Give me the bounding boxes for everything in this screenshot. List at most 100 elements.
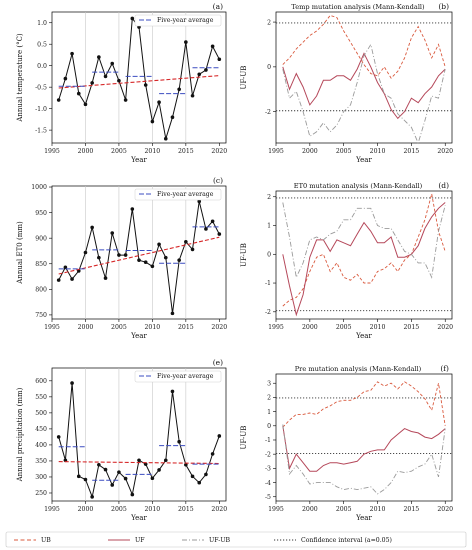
observed-point xyxy=(63,76,68,81)
y-tick-label: 1.0 xyxy=(37,20,47,27)
observed-point xyxy=(170,115,175,120)
y-axis-label: UF-UB xyxy=(240,426,248,450)
y-tick-label: 400 xyxy=(35,442,47,449)
x-tick-label: 2015 xyxy=(404,324,420,331)
observed-point xyxy=(217,232,222,236)
y-tick-label: -1 xyxy=(265,437,271,444)
panel-label: (b) xyxy=(438,2,449,11)
y-tick-label: 350 xyxy=(35,458,47,465)
x-tick-label: 2015 xyxy=(404,506,420,513)
x-tick-label: 1995 xyxy=(268,506,284,513)
ub-series-line xyxy=(282,193,446,307)
y-tick-label: 850 xyxy=(35,261,47,268)
y-tick-label: 1 xyxy=(267,409,271,416)
observed-point xyxy=(204,227,208,231)
uf-series-line xyxy=(282,425,446,472)
y-tick-label: 0.5 xyxy=(37,41,47,48)
plot-frame xyxy=(51,185,227,320)
observed-point xyxy=(177,258,181,262)
observed-point xyxy=(204,68,208,72)
observed-point xyxy=(184,40,188,44)
trend-line xyxy=(58,461,220,465)
observed-point xyxy=(210,452,215,456)
observed-point xyxy=(83,477,88,482)
observed-point xyxy=(143,260,148,265)
x-tick-label: 2010 xyxy=(145,324,161,331)
x-axis-label: Year xyxy=(130,156,147,164)
panel-b: 1995 2000 2005 2010 2015 2020 -2 0 2 Year UF-UB Tem… xyxy=(240,2,453,164)
plot-frame xyxy=(51,367,227,502)
trend-line xyxy=(58,75,220,89)
x-tick-label: 2020 xyxy=(211,324,227,331)
observed-point xyxy=(90,81,94,85)
y-tick-label: -2 xyxy=(265,109,271,116)
y-tick-label: -2 xyxy=(265,451,271,458)
observed-point xyxy=(157,468,161,472)
y-axis-label: Annual ET0 (mm) xyxy=(16,221,24,285)
observed-point xyxy=(97,255,101,260)
x-axis-label: Year xyxy=(355,514,372,522)
observed-point xyxy=(150,119,155,124)
y-tick-label: -1 xyxy=(265,280,271,287)
y-tick-label: 3 xyxy=(267,380,271,387)
x-tick-label: 2010 xyxy=(145,506,161,513)
x-axis-label: Year xyxy=(130,332,147,340)
observed-point xyxy=(163,458,168,463)
observed-point xyxy=(56,98,61,102)
observed-point xyxy=(157,242,161,247)
x-axis-label: Year xyxy=(130,514,147,522)
x-tick-label: 2010 xyxy=(370,324,386,331)
observed-point xyxy=(117,253,121,257)
chart-title: ET0 mutation analysis (Mann-Kendall) xyxy=(294,182,423,190)
observed-point xyxy=(217,434,222,438)
observed-point xyxy=(103,74,108,79)
panel-label: (e) xyxy=(213,358,223,367)
legend-label: UF-UB xyxy=(209,537,231,544)
panel-c: 1995 2000 2005 2010 2015 2020 750 800 850 900 950 1… xyxy=(16,176,227,340)
observed-point xyxy=(137,458,141,463)
observed-point xyxy=(163,255,168,260)
panel-label: (c) xyxy=(213,176,223,185)
legend-label: Confidence interval (a=0.05) xyxy=(301,537,392,544)
x-tick-label: 2020 xyxy=(437,324,453,331)
observed-point xyxy=(70,381,74,385)
observed-point xyxy=(83,102,88,107)
y-tick-label: 0.0 xyxy=(37,63,47,70)
plot-frame xyxy=(275,373,453,502)
ufub-series-line xyxy=(282,43,446,145)
x-tick-label: 2020 xyxy=(211,506,227,513)
panel-d: 1995 2000 2005 2010 2015 2020 -2 -1 0 1 2 Year UF-UB… xyxy=(240,181,453,340)
y-axis-label: UF-UB xyxy=(240,243,248,267)
observed-point xyxy=(97,462,101,467)
observed-point xyxy=(110,483,115,487)
x-tick-label: 2010 xyxy=(370,506,386,513)
legend-box xyxy=(134,188,222,201)
figure: 1995 2000 2005 2010 2015 2020-1.5-1.0-0.50.00… xyxy=(16,2,453,522)
x-tick-label: 1995 xyxy=(268,148,284,155)
x-tick-label: 2020 xyxy=(211,148,227,155)
ufub-series-line xyxy=(282,202,446,279)
x-tick-label: 2005 xyxy=(111,148,127,155)
ub-series-line xyxy=(282,14,446,79)
y-tick-label: 900 xyxy=(35,235,47,242)
x-tick-label: 1995 xyxy=(44,324,60,331)
observed-point xyxy=(117,470,121,474)
y-axis-label: UF-UB xyxy=(240,66,248,90)
y-tick-label: 0 xyxy=(267,423,271,430)
observed-point xyxy=(204,472,208,477)
observed-point xyxy=(150,264,155,269)
legend-label: UB xyxy=(41,537,51,544)
ub-series-line xyxy=(282,381,446,428)
x-tick-label: 2015 xyxy=(178,324,194,331)
legend-box xyxy=(134,14,222,27)
ufub-series-line xyxy=(282,424,446,495)
observed-point xyxy=(123,253,128,257)
x-tick-label: 2000 xyxy=(78,506,94,513)
observed-point xyxy=(83,250,88,255)
observed-point xyxy=(163,136,168,141)
y-tick-label: 950 xyxy=(35,210,47,217)
x-tick-label: 2000 xyxy=(78,148,94,155)
legend-label: Five-year average xyxy=(157,373,214,380)
observed-point xyxy=(110,231,115,235)
y-tick-label: -1.5 xyxy=(35,127,47,134)
